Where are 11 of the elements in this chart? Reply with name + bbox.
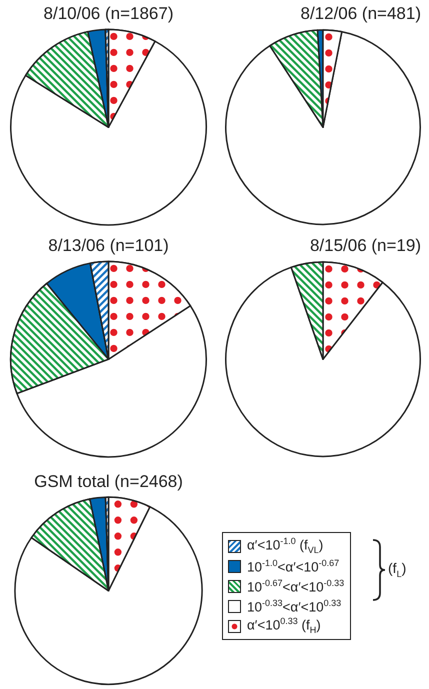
legend-label: 10$^{-0.33}$<α′<10$^{0.33}$ <box>247 598 342 614</box>
chart-title: 8/15/06 (n=19) <box>310 236 421 255</box>
legend-label: α′<10$^{-1.0}$ (f$_{VL}$) <box>247 536 324 556</box>
legend-label: 10$^{-1.0}$<α′<10$^{-0.67}$ <box>247 558 340 574</box>
chart-title: 8/13/06 (n=101) <box>48 236 169 255</box>
chart-title: 8/10/06 (n=1867) <box>44 4 174 23</box>
chart-title: GSM total (n=2468) <box>34 472 183 491</box>
legend-label: 10$^{-0.67}$<α′<10$^{-0.33}$ <box>247 578 344 594</box>
chart-title: 8/12/06 (n=481) <box>300 4 421 23</box>
legend-label: α′<10$^{0.33}$ (f$_{H}$) <box>247 616 321 636</box>
text: (f$_{L}$) <box>388 560 406 579</box>
